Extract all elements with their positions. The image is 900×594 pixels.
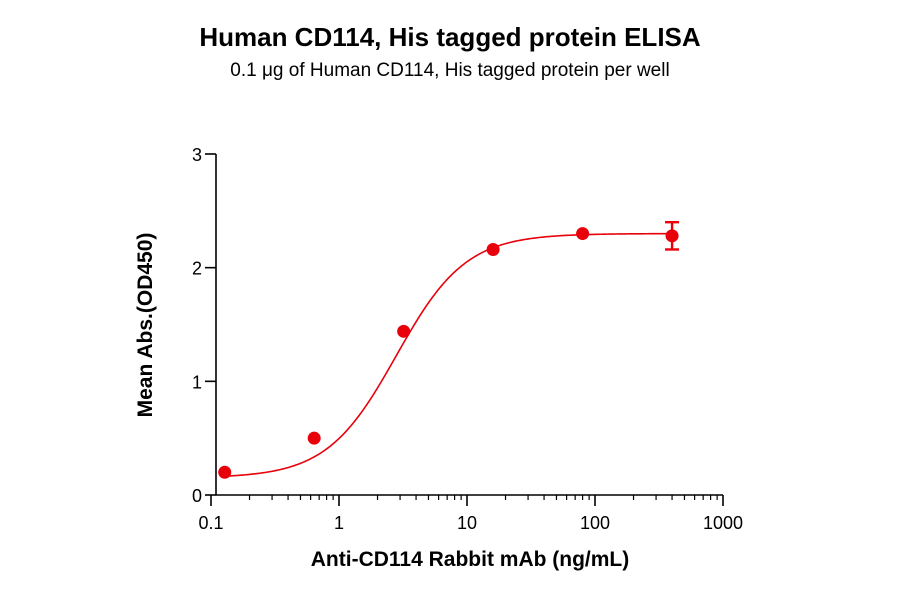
fit-curve-layer [224, 232, 673, 478]
data-point-1 [307, 431, 321, 445]
fit-curve-0 [224, 232, 673, 478]
x-axis-title: Anti-CD114 Rabbit mAb (ng/mL) [311, 548, 630, 571]
chart-subtitle: 0.1 μg of Human CD114, His tagged protei… [230, 60, 670, 81]
data-point-2 [397, 324, 411, 338]
y-tick-label-3: 3 [192, 145, 202, 165]
data-point-4 [576, 227, 590, 241]
x-tick-label-0: 0.1 [198, 513, 223, 533]
data-point-0 [218, 465, 232, 479]
x-tick-label-3: 100 [580, 513, 610, 533]
x-tick-label-2: 10 [457, 513, 477, 533]
y-tick-label-0: 0 [192, 486, 202, 506]
data-point-5 [665, 229, 679, 243]
y-tick-label-2: 2 [192, 259, 202, 279]
data-points-layer [218, 220, 680, 479]
y-axis-title: Mean Abs.(OD450) [134, 233, 157, 418]
axes: 0 1 2 3 0.1 1 10 100 1000 [192, 145, 743, 533]
chart-title: Human CD114, His tagged protein ELISA [199, 22, 701, 52]
x-tick-label-1: 1 [334, 513, 344, 533]
x-tick-label-4: 1000 [703, 513, 743, 533]
data-point-3 [486, 242, 500, 256]
y-tick-label-1: 1 [192, 372, 202, 392]
